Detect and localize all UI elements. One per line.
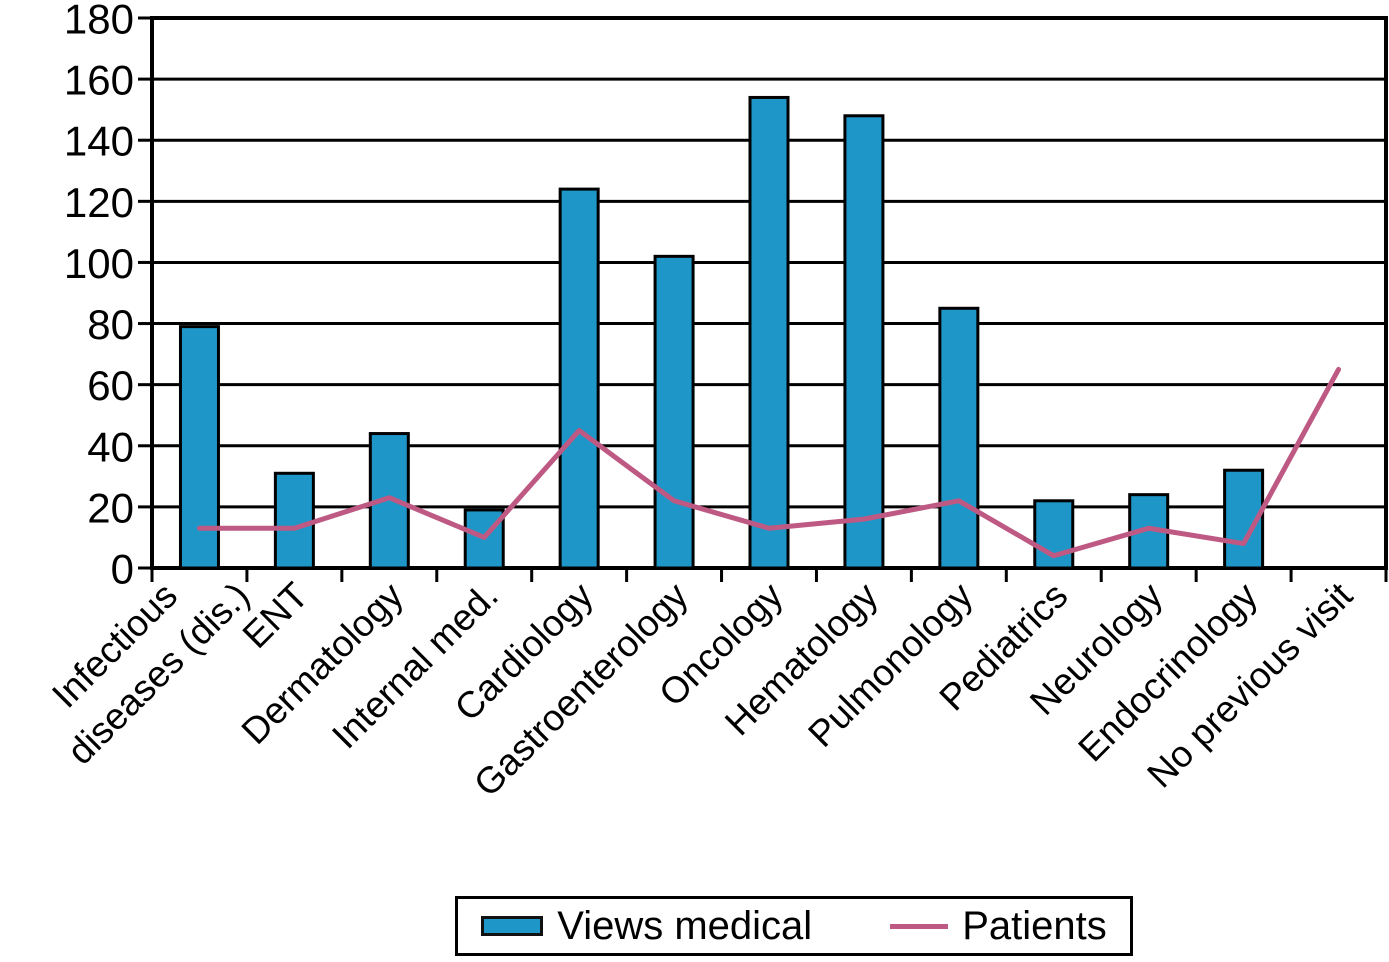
y-tick-label: 160 [64, 57, 134, 104]
bar-line-chart: 020406080100120140160180Infectiousdiseas… [44, 0, 1388, 804]
legend-label-views-medical: Views medical [557, 904, 813, 948]
bar [938, 306, 980, 570]
y-tick-label: 180 [64, 0, 134, 43]
bar [748, 95, 790, 570]
bar-swatch-icon [481, 916, 544, 936]
bar [843, 114, 885, 570]
bar [178, 325, 220, 570]
bar [653, 254, 695, 570]
y-tick-label: 60 [87, 362, 134, 409]
x-category-label: Pulmonology [800, 574, 981, 755]
patients-line [196, 366, 1342, 559]
bar [1223, 468, 1265, 570]
bar [558, 187, 600, 570]
y-tick-label: 100 [64, 240, 134, 287]
line-swatch-icon [890, 923, 949, 929]
y-tick-label: 0 [111, 546, 134, 593]
bar [273, 471, 315, 570]
legend-label-patients: Patients [962, 904, 1107, 948]
y-tick-label: 20 [87, 484, 134, 531]
legend-item-views-medical: Views medical [481, 906, 812, 946]
y-tick-label: 80 [87, 301, 134, 348]
y-tick-label: 40 [87, 423, 134, 470]
x-category-label: ENT [235, 575, 316, 656]
chart-legend: Views medical Patients [455, 896, 1133, 956]
x-category-label: Internal med. [324, 575, 506, 757]
y-tick-label: 140 [64, 118, 134, 165]
y-tick-label: 120 [64, 179, 134, 226]
legend-item-patients: Patients [890, 906, 1107, 946]
